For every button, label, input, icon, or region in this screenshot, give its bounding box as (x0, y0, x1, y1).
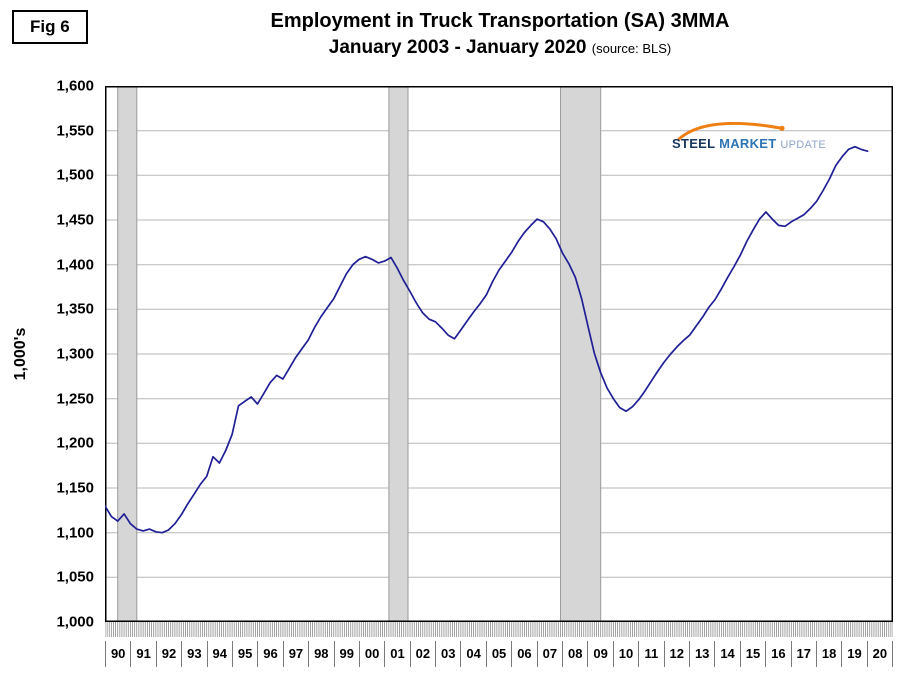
y-axis-tick-labels: 1,000 1,050 1,100 1,150 1,200 1,250 1,300 1,350… (0, 78, 98, 631)
y-axis-tick-label: 1,050 (56, 568, 94, 586)
x-axis-year-label: 09 (587, 641, 612, 667)
x-axis-year-label: 00 (358, 641, 384, 667)
x-axis-year-label: 08 (562, 641, 587, 667)
x-axis-year-label: 94 (206, 641, 232, 667)
x-axis-year-label: 98 (308, 641, 333, 667)
source-note: (source: BLS) (591, 41, 672, 56)
x-axis-year-label: 01 (384, 641, 409, 667)
y-axis-tick-label: 1,350 (56, 300, 94, 318)
x-axis-year-label: 19 (841, 641, 866, 667)
y-axis-tick-label: 1,150 (56, 479, 94, 497)
employment-line (105, 145, 869, 534)
x-axis-year-label: 03 (435, 641, 460, 667)
chart-subtitle-line: January 2003 - January 2020 (source: BLS… (110, 35, 890, 61)
x-axis-year-label: 10 (612, 641, 638, 667)
x-axis-year-label: 90 (105, 641, 130, 667)
plot-area (105, 86, 893, 622)
y-axis-tick-label: 1,000 (56, 613, 94, 631)
x-axis-year-label: 91 (130, 641, 155, 667)
x-axis-year-label: 05 (485, 641, 511, 667)
x-axis-year-label: 04 (460, 641, 485, 667)
x-axis-year-label: 13 (688, 641, 714, 667)
x-axis-labels-row: 90 91 92 93 94 95 96 97 98 99 00 01 02 03 04 05 06 07 08 09… (105, 641, 894, 667)
x-axis-year-label: 11 (638, 641, 663, 667)
x-axis-year-label: 16 (765, 641, 790, 667)
x-axis-year-label: 12 (663, 641, 689, 667)
x-axis-tick-strip (105, 622, 893, 637)
x-axis-year-label: 06 (511, 641, 536, 667)
y-axis-tick-label: 1,600 (56, 77, 94, 95)
x-axis-year-label: 07 (536, 641, 562, 667)
chart-title-block: Employment in Truck Transportation (SA) … (110, 8, 890, 61)
x-axis-year-label: 14 (714, 641, 739, 667)
x-axis-year-label: 15 (739, 641, 765, 667)
chart-title: Employment in Truck Transportation (SA) … (270, 10, 730, 32)
logo-word-update: UPDATE (780, 139, 827, 151)
y-axis-tick-label: 1,250 (56, 390, 94, 408)
logo-text: STEEL MARKET UPDATE (672, 136, 832, 151)
chart-subtitle: January 2003 - January 2020 (328, 37, 587, 58)
x-axis-year-label: 97 (282, 641, 308, 667)
x-axis-year-label: 99 (333, 641, 359, 667)
logo-swoosh-icon (677, 122, 785, 141)
recession-band (117, 86, 138, 622)
x-axis-year-label: 17 (790, 641, 816, 667)
y-axis-tick-label: 1,300 (56, 345, 94, 363)
x-axis-year-label: 20 (866, 641, 894, 667)
logo-word-steel: STEEL (672, 136, 716, 151)
y-axis-tick-label: 1,550 (56, 122, 94, 140)
x-axis-year-label: 95 (231, 641, 257, 667)
logo-word-market: MARKET (719, 136, 777, 151)
plot-border (105, 86, 893, 622)
y-axis-tick-label: 1,500 (56, 166, 94, 184)
y-axis-tick-label: 1,200 (56, 434, 94, 452)
y-axis-tick-label: 1,400 (56, 256, 94, 274)
x-axis-year-label: 18 (815, 641, 841, 667)
y-axis-tick-label: 1,450 (56, 211, 94, 229)
x-axis-year-label: 93 (181, 641, 206, 667)
recession-band (388, 86, 409, 622)
steel-market-update-logo: STEEL MARKET UPDATE (672, 122, 832, 151)
x-axis-year-label: 92 (155, 641, 181, 667)
y-axis-tick-label: 1,100 (56, 524, 94, 542)
figure-label: Fig 6 (12, 10, 88, 44)
x-axis-year-label: 02 (409, 641, 435, 667)
x-axis-year-label: 96 (257, 641, 282, 667)
